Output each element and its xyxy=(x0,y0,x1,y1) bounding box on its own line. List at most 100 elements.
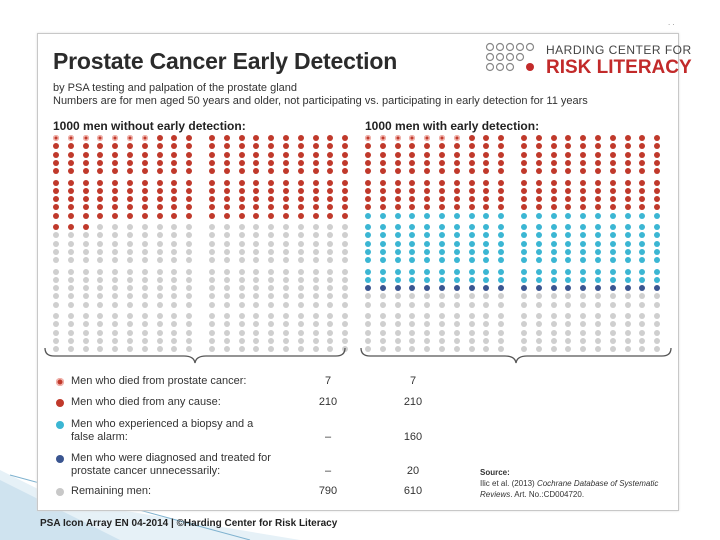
icon-person xyxy=(394,196,401,203)
icon-person xyxy=(127,135,133,141)
icon-person xyxy=(342,329,349,336)
icon-person xyxy=(223,187,230,194)
icon-person xyxy=(565,232,572,239)
icon-person xyxy=(498,159,505,166)
icon-person xyxy=(609,196,616,203)
icon-person xyxy=(468,151,475,158)
icon-person xyxy=(209,159,215,166)
icon-person xyxy=(595,143,601,150)
icon-person xyxy=(654,329,661,336)
icon-person xyxy=(223,143,230,150)
icon-person xyxy=(609,212,616,219)
icon-person xyxy=(379,337,386,344)
icon-person xyxy=(468,337,475,344)
icon-person xyxy=(156,293,163,300)
icon-person xyxy=(453,240,460,247)
icon-person xyxy=(624,268,631,275)
icon-person xyxy=(379,204,386,211)
icon-person xyxy=(253,285,260,292)
icon-person xyxy=(283,337,289,344)
icon-person xyxy=(483,143,490,150)
icon-person xyxy=(97,151,104,158)
icon-person xyxy=(327,285,334,292)
icon-person xyxy=(297,301,304,308)
icon-person xyxy=(521,285,527,292)
icon-person xyxy=(283,135,289,141)
icon-person xyxy=(453,135,460,141)
icon-person xyxy=(53,224,59,230)
icon-person xyxy=(82,168,89,175)
icon-person xyxy=(453,204,460,211)
icon-person xyxy=(283,187,289,194)
icon-person xyxy=(550,293,557,300)
icon-person xyxy=(565,204,572,211)
icon-person xyxy=(156,232,163,239)
icon-person xyxy=(327,293,334,300)
icon-person xyxy=(439,212,445,219)
icon-person xyxy=(521,151,527,158)
icon-person xyxy=(580,240,587,247)
icon-person xyxy=(238,329,245,336)
icon-person xyxy=(238,346,245,353)
icon-person xyxy=(67,168,74,175)
icon-person xyxy=(342,204,349,211)
icon-person xyxy=(297,285,304,292)
icon-person xyxy=(297,204,304,211)
icon-person xyxy=(53,232,59,239)
icon-person xyxy=(127,179,133,186)
icon-person xyxy=(521,268,527,275)
icon-person xyxy=(565,329,572,336)
icon-person xyxy=(141,285,148,292)
panel-heading-with: 1000 men with early detection: xyxy=(365,119,540,133)
icon-person xyxy=(209,204,215,211)
icon-person xyxy=(209,285,215,292)
icon-person xyxy=(209,257,215,264)
icon-person xyxy=(53,187,59,194)
icon-person xyxy=(468,240,475,247)
icon-person xyxy=(535,159,542,166)
icon-person xyxy=(580,179,587,186)
icon-person xyxy=(82,187,89,194)
icon-person xyxy=(609,159,616,166)
icon-person xyxy=(186,248,193,255)
icon-person xyxy=(82,346,89,353)
icon-person xyxy=(141,159,148,166)
icon-person xyxy=(283,159,289,166)
icon-person xyxy=(498,337,505,344)
icon-person xyxy=(253,187,260,194)
icon-person xyxy=(439,337,445,344)
icon-person xyxy=(498,240,505,247)
icon-person xyxy=(112,257,119,264)
icon-person xyxy=(82,268,89,275)
icon-person xyxy=(112,240,119,247)
icon-person xyxy=(424,321,431,328)
icon-person xyxy=(342,179,349,186)
icon-person xyxy=(327,224,334,230)
icon-person xyxy=(654,268,661,275)
icon-person xyxy=(141,301,148,308)
icon-person xyxy=(654,232,661,239)
icon-person xyxy=(238,268,245,275)
icon-person xyxy=(171,196,178,203)
icon-person xyxy=(595,135,601,141)
icon-person xyxy=(53,135,59,141)
icon-person xyxy=(424,232,431,239)
icon-person xyxy=(97,321,104,328)
icon-person xyxy=(498,301,505,308)
value-without: – xyxy=(324,465,332,477)
icon-person xyxy=(156,168,163,175)
icon-person xyxy=(453,212,460,219)
source-article: . Art. No.:CD004720. xyxy=(510,490,585,499)
icon-person xyxy=(238,240,245,247)
icon-person xyxy=(171,329,178,336)
icon-person xyxy=(580,276,587,283)
icon-person xyxy=(550,135,557,141)
icon-person xyxy=(209,268,215,275)
icon-person xyxy=(565,143,572,150)
icon-person xyxy=(97,135,104,141)
icon-person xyxy=(297,240,304,247)
icon-person xyxy=(127,204,133,211)
icon-person xyxy=(268,301,275,308)
icon-person xyxy=(82,301,89,308)
icon-person xyxy=(112,321,119,328)
